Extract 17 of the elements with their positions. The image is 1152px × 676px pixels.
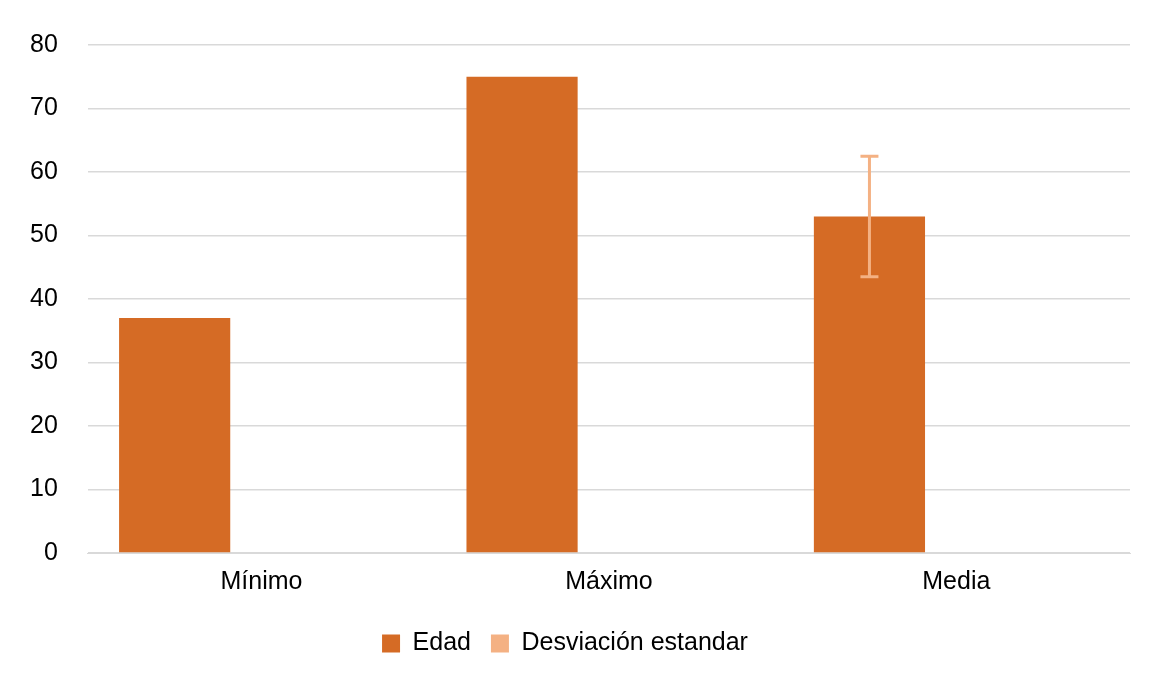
y-tick-label: 80	[30, 28, 58, 57]
x-tick-label: Mínimo	[220, 565, 303, 594]
bar	[466, 76, 578, 553]
bar	[119, 318, 231, 553]
y-tick-label: 40	[30, 282, 58, 311]
y-tick-label: 20	[30, 409, 58, 438]
y-tick-label: 30	[30, 346, 58, 375]
bar	[813, 216, 926, 553]
legend-label: Desviación estandar	[521, 627, 748, 656]
y-tick-label: 70	[30, 92, 58, 121]
y-tick-label: 0	[43, 536, 58, 565]
x-tick-label: Máximo	[565, 565, 653, 594]
x-tick-label: Media	[922, 565, 991, 594]
y-tick-label: 50	[30, 219, 58, 248]
y-tick-label: 60	[30, 155, 58, 184]
y-tick-label: 10	[30, 473, 58, 502]
legend-label: Edad	[412, 627, 471, 656]
